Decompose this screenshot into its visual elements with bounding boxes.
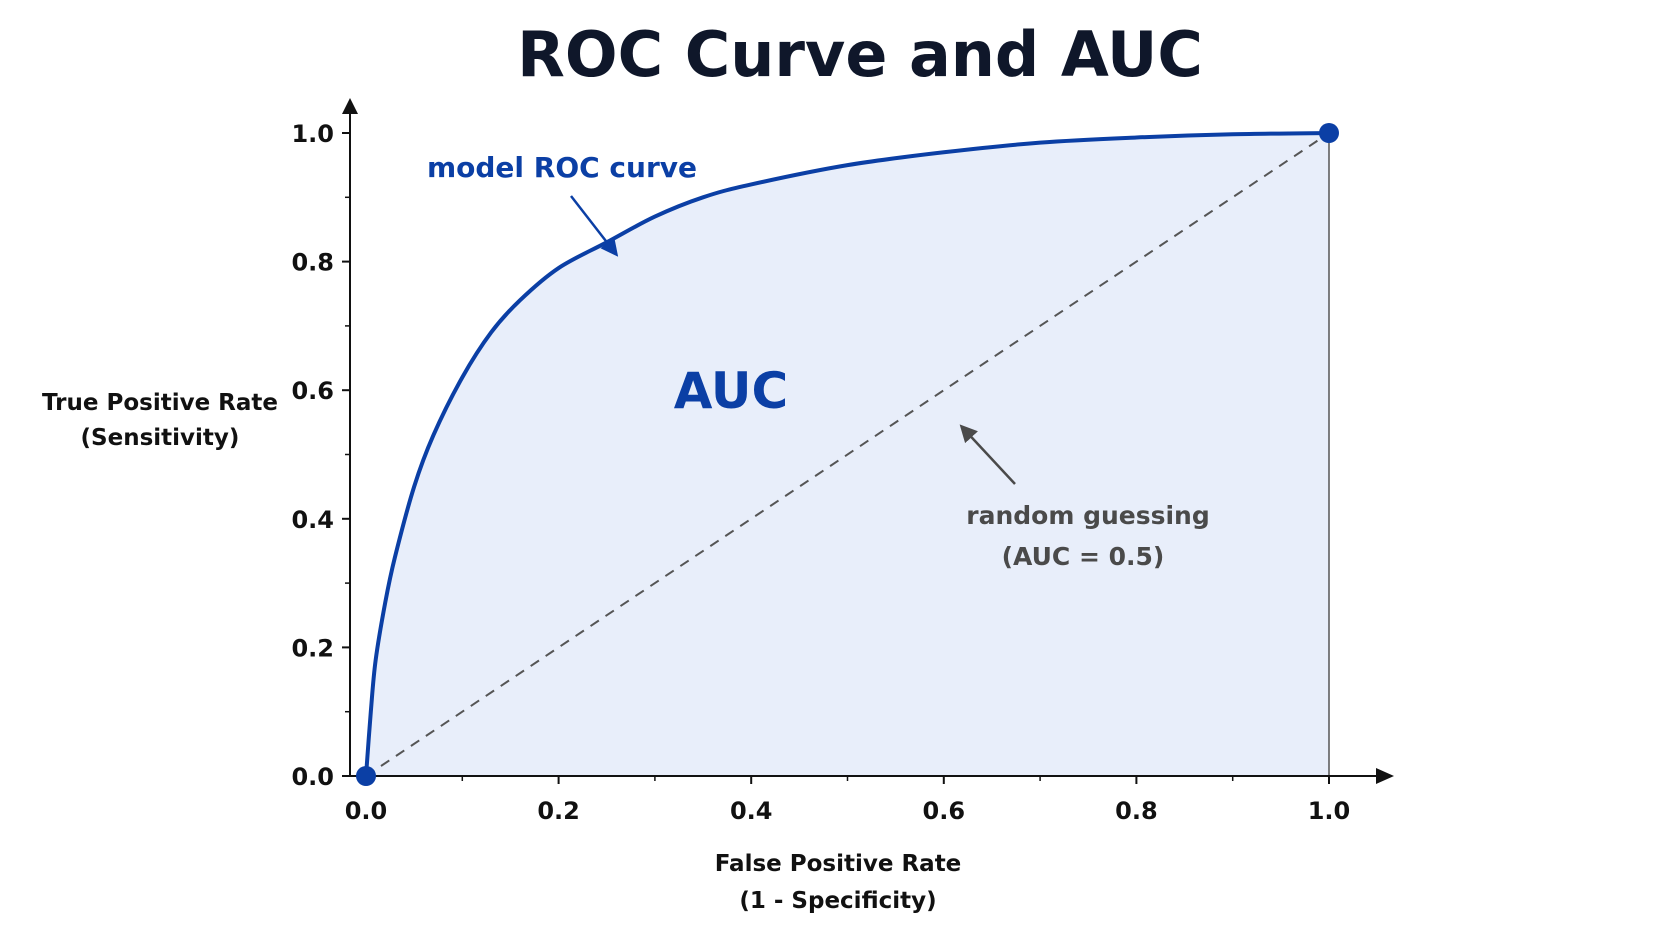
y-axis-arrowhead: [342, 98, 358, 114]
diagonal-annotation-line2: (AUC = 0.5): [1002, 542, 1165, 571]
y-tick-label: 1.0: [291, 120, 334, 148]
start-point: [356, 766, 376, 786]
auc-annotation: AUC: [674, 362, 788, 420]
x-tick-label: 0.2: [537, 797, 580, 825]
x-axis-sublabel: (1 - Specificity): [739, 888, 936, 914]
x-tick-label: 0.4: [730, 797, 773, 825]
chart-title: ROC Curve and AUC: [517, 18, 1203, 91]
end-point: [1319, 123, 1339, 143]
y-axis-sublabel: (Sensitivity): [81, 425, 240, 451]
y-tick-label: 0.8: [291, 249, 334, 277]
diagonal-annotation-line1: random guessing: [966, 501, 1210, 530]
diagonal-annotation-arrow: [959, 424, 1016, 485]
x-tick-label: 0.0: [345, 797, 388, 825]
curve-annotation: model ROC curve: [427, 151, 697, 184]
y-axis-label: True Positive Rate: [42, 390, 278, 416]
curve-annotation-arrow: [570, 195, 619, 257]
x-tick-label: 0.8: [1115, 797, 1158, 825]
random-guessing-line: [365, 132, 1330, 777]
x-axis-arrowhead: [1376, 768, 1394, 784]
x-axis-label: False Positive Rate: [715, 851, 962, 877]
x-tick-label: 1.0: [1308, 797, 1351, 825]
y-tick-label: 0.2: [291, 634, 334, 662]
y-tick-label: 0.4: [291, 506, 334, 534]
y-tick-label: 0.6: [291, 377, 334, 405]
x-ticks: 0.0 0.2 0.4 0.6 0.8 1.0: [345, 776, 1351, 825]
y-ticks: 0.0 0.2 0.4 0.6 0.8 1.0: [291, 120, 350, 791]
model-roc-curve: [364, 131, 1330, 777]
y-tick-label: 0.0: [291, 763, 334, 791]
x-tick-label: 0.6: [923, 797, 966, 825]
